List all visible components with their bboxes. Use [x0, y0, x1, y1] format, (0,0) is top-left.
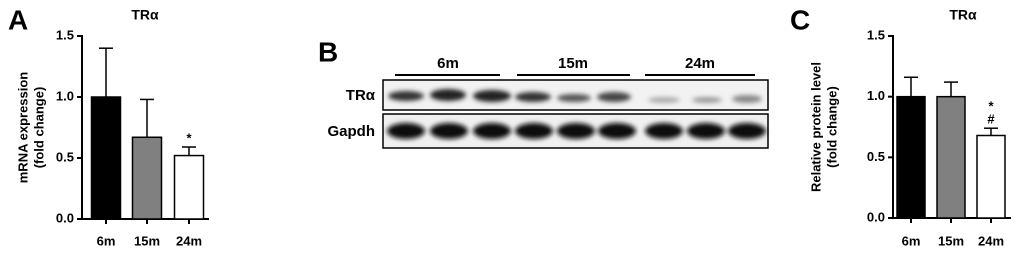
y-axis-label: (fold change) — [824, 86, 839, 168]
chart-title: TRα — [949, 7, 977, 23]
group-label: 15m — [558, 55, 588, 72]
x-tick-label: 24m — [978, 233, 1004, 248]
y-tick-label: 0.0 — [56, 210, 74, 225]
annotation: # — [987, 112, 995, 127]
x-tick-label: 24m — [176, 233, 202, 248]
x-tick-label: 15m — [938, 233, 964, 248]
panel-label: C — [790, 4, 810, 35]
y-tick-label: 1.0 — [56, 88, 74, 103]
x-tick-label: 6m — [902, 233, 921, 248]
group-label: 24m — [685, 55, 715, 72]
annotation: * — [186, 130, 192, 145]
y-tick-label: 0.5 — [56, 149, 74, 164]
bar — [90, 96, 122, 220]
group-label: 6m — [437, 55, 459, 72]
panel-label: B — [318, 36, 338, 67]
bar — [173, 154, 205, 220]
bar — [936, 95, 966, 219]
y-tick-label: 1.0 — [867, 88, 885, 103]
bar — [131, 136, 163, 220]
row-label: Gapdh — [328, 123, 376, 140]
y-axis-label: (fold change) — [31, 87, 46, 169]
y-tick-label: 0.5 — [867, 149, 885, 164]
bar — [976, 134, 1006, 219]
bands — [387, 89, 766, 139]
y-tick-label: 1.5 — [867, 27, 885, 42]
y-axis-label: Relative protein level — [808, 62, 823, 192]
x-tick-label: 6m — [97, 233, 116, 248]
bar — [896, 95, 926, 219]
y-tick-label: 0.0 — [867, 209, 885, 224]
chart-title: TRα — [131, 7, 159, 23]
annotation: * — [988, 99, 994, 114]
x-tick-label: 15m — [134, 233, 160, 248]
y-axis-label: mRNA expression — [15, 72, 30, 184]
y-tick-label: 1.5 — [56, 27, 74, 42]
row-label: TRα — [346, 87, 376, 104]
panel-label: A — [8, 4, 28, 35]
blot: 6m 15m 24m TRα Gapdh — [328, 55, 769, 149]
